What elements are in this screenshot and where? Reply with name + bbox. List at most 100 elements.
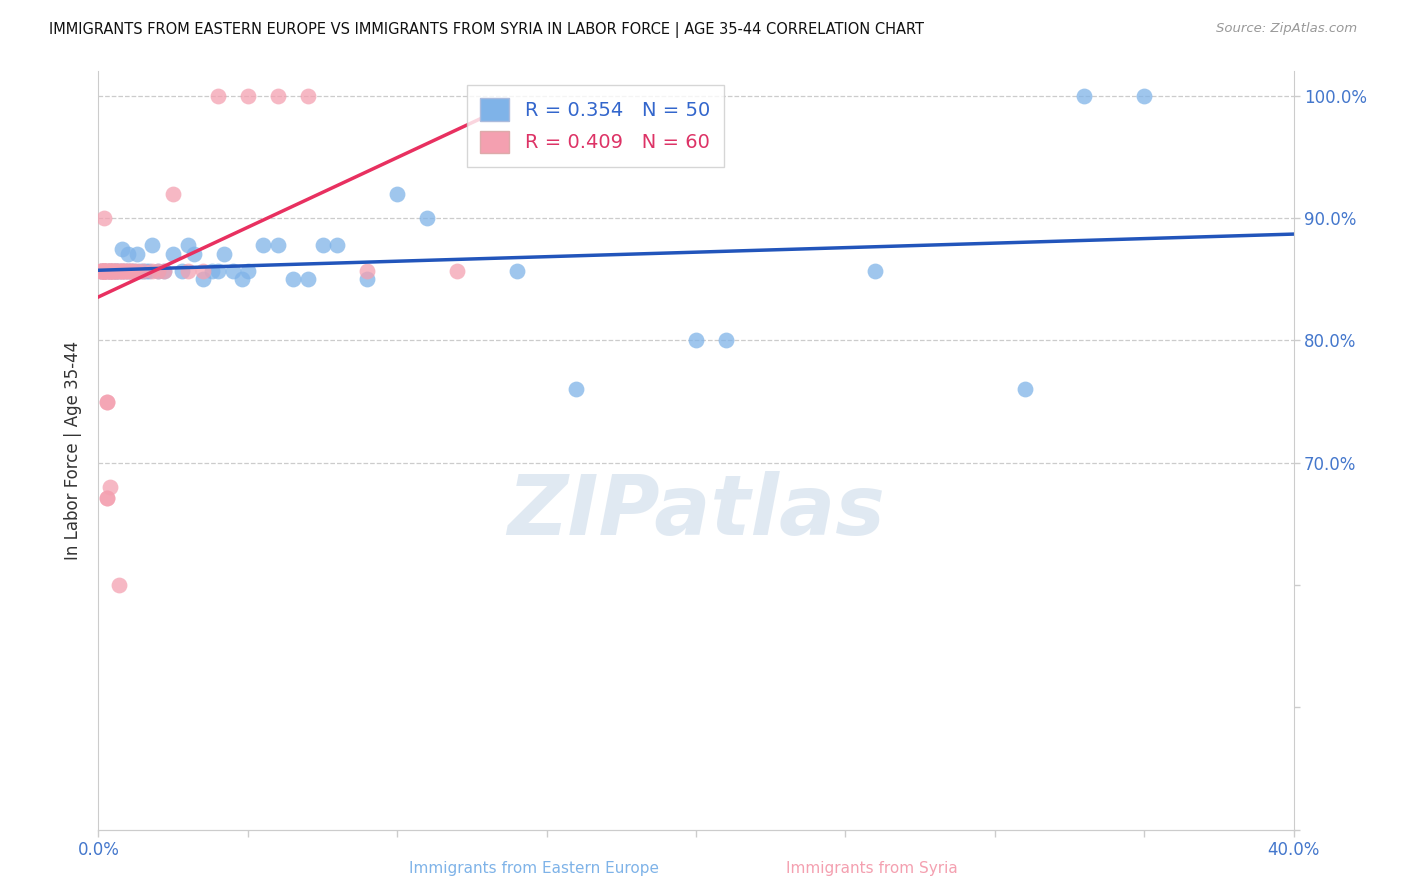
Point (93, 263, 115, 277)
Point (96, 491, 118, 505)
Point (141, 263, 163, 277)
Point (117, 263, 139, 277)
Point (148, 263, 170, 277)
Text: Source: ZipAtlas.com: Source: ZipAtlas.com (1216, 22, 1357, 36)
Point (212, 246, 235, 260)
Point (114, 263, 136, 277)
Point (714, 334, 737, 348)
Point (135, 263, 157, 277)
Point (98, 480, 122, 494)
Point (124, 263, 146, 277)
Point (297, 272, 319, 286)
Point (207, 263, 229, 277)
Point (93, 263, 115, 277)
Point (236, 263, 259, 277)
Legend: R = 0.354   N = 50, R = 0.409   N = 60: R = 0.354 N = 50, R = 0.409 N = 60 (467, 85, 724, 167)
Point (120, 263, 142, 277)
Point (90, 263, 112, 277)
Point (231, 272, 253, 286)
Point (98, 263, 122, 277)
Point (148, 263, 170, 277)
Point (120, 263, 142, 277)
Point (114, 263, 136, 277)
Point (105, 263, 128, 277)
Point (281, 272, 304, 286)
Point (356, 272, 378, 286)
Point (93, 211, 115, 226)
Point (98, 263, 122, 277)
Point (105, 263, 128, 277)
Point (90, 263, 112, 277)
Point (103, 263, 125, 277)
Point (356, 263, 378, 277)
Point (103, 263, 125, 277)
Point (183, 246, 205, 260)
Point (153, 263, 176, 277)
Point (297, 88, 319, 103)
Point (1133, 88, 1156, 103)
Point (105, 263, 128, 277)
Point (108, 578, 131, 592)
Point (865, 263, 887, 277)
Point (111, 242, 134, 256)
Point (96, 263, 118, 277)
Point (117, 263, 139, 277)
Point (111, 263, 134, 277)
Point (127, 246, 149, 260)
Point (416, 211, 439, 226)
Point (162, 246, 184, 260)
Point (201, 263, 224, 277)
Point (90, 263, 112, 277)
Point (191, 263, 214, 277)
Point (96, 491, 118, 505)
Point (93, 263, 115, 277)
Point (93, 263, 115, 277)
Point (132, 263, 155, 277)
Point (90, 263, 112, 277)
Point (129, 263, 152, 277)
Point (108, 263, 131, 277)
Point (105, 263, 128, 277)
Point (236, 88, 259, 103)
Point (177, 238, 200, 252)
Point (96, 263, 118, 277)
Point (267, 88, 290, 103)
Point (222, 263, 245, 277)
Point (138, 263, 160, 277)
Text: Immigrants from Syria: Immigrants from Syria (786, 861, 957, 876)
Point (117, 263, 139, 277)
Point (1073, 88, 1095, 103)
Point (93, 263, 115, 277)
Point (446, 263, 468, 277)
Point (124, 263, 146, 277)
Point (127, 263, 149, 277)
Point (267, 238, 290, 252)
Point (385, 186, 409, 201)
Point (90, 263, 112, 277)
Point (93, 263, 115, 277)
Point (93, 263, 115, 277)
Point (132, 263, 155, 277)
Point (177, 263, 200, 277)
Point (111, 263, 134, 277)
Point (93, 263, 115, 277)
Point (103, 263, 125, 277)
Point (326, 238, 349, 252)
Point (96, 263, 118, 277)
Point (111, 263, 134, 277)
Point (506, 263, 529, 277)
Point (117, 246, 139, 260)
Point (1014, 382, 1036, 396)
Text: ZIPatlas: ZIPatlas (508, 471, 884, 551)
Point (685, 334, 707, 348)
Point (162, 186, 184, 201)
Point (111, 263, 134, 277)
Point (207, 88, 229, 103)
Text: IMMIGRANTS FROM EASTERN EUROPE VS IMMIGRANTS FROM SYRIA IN LABOR FORCE | AGE 35-: IMMIGRANTS FROM EASTERN EUROPE VS IMMIGR… (49, 22, 924, 38)
Y-axis label: In Labor Force | Age 35-44: In Labor Force | Age 35-44 (65, 341, 83, 560)
Point (311, 238, 333, 252)
Point (172, 263, 194, 277)
Point (114, 263, 136, 277)
Point (108, 263, 131, 277)
Point (98, 263, 122, 277)
